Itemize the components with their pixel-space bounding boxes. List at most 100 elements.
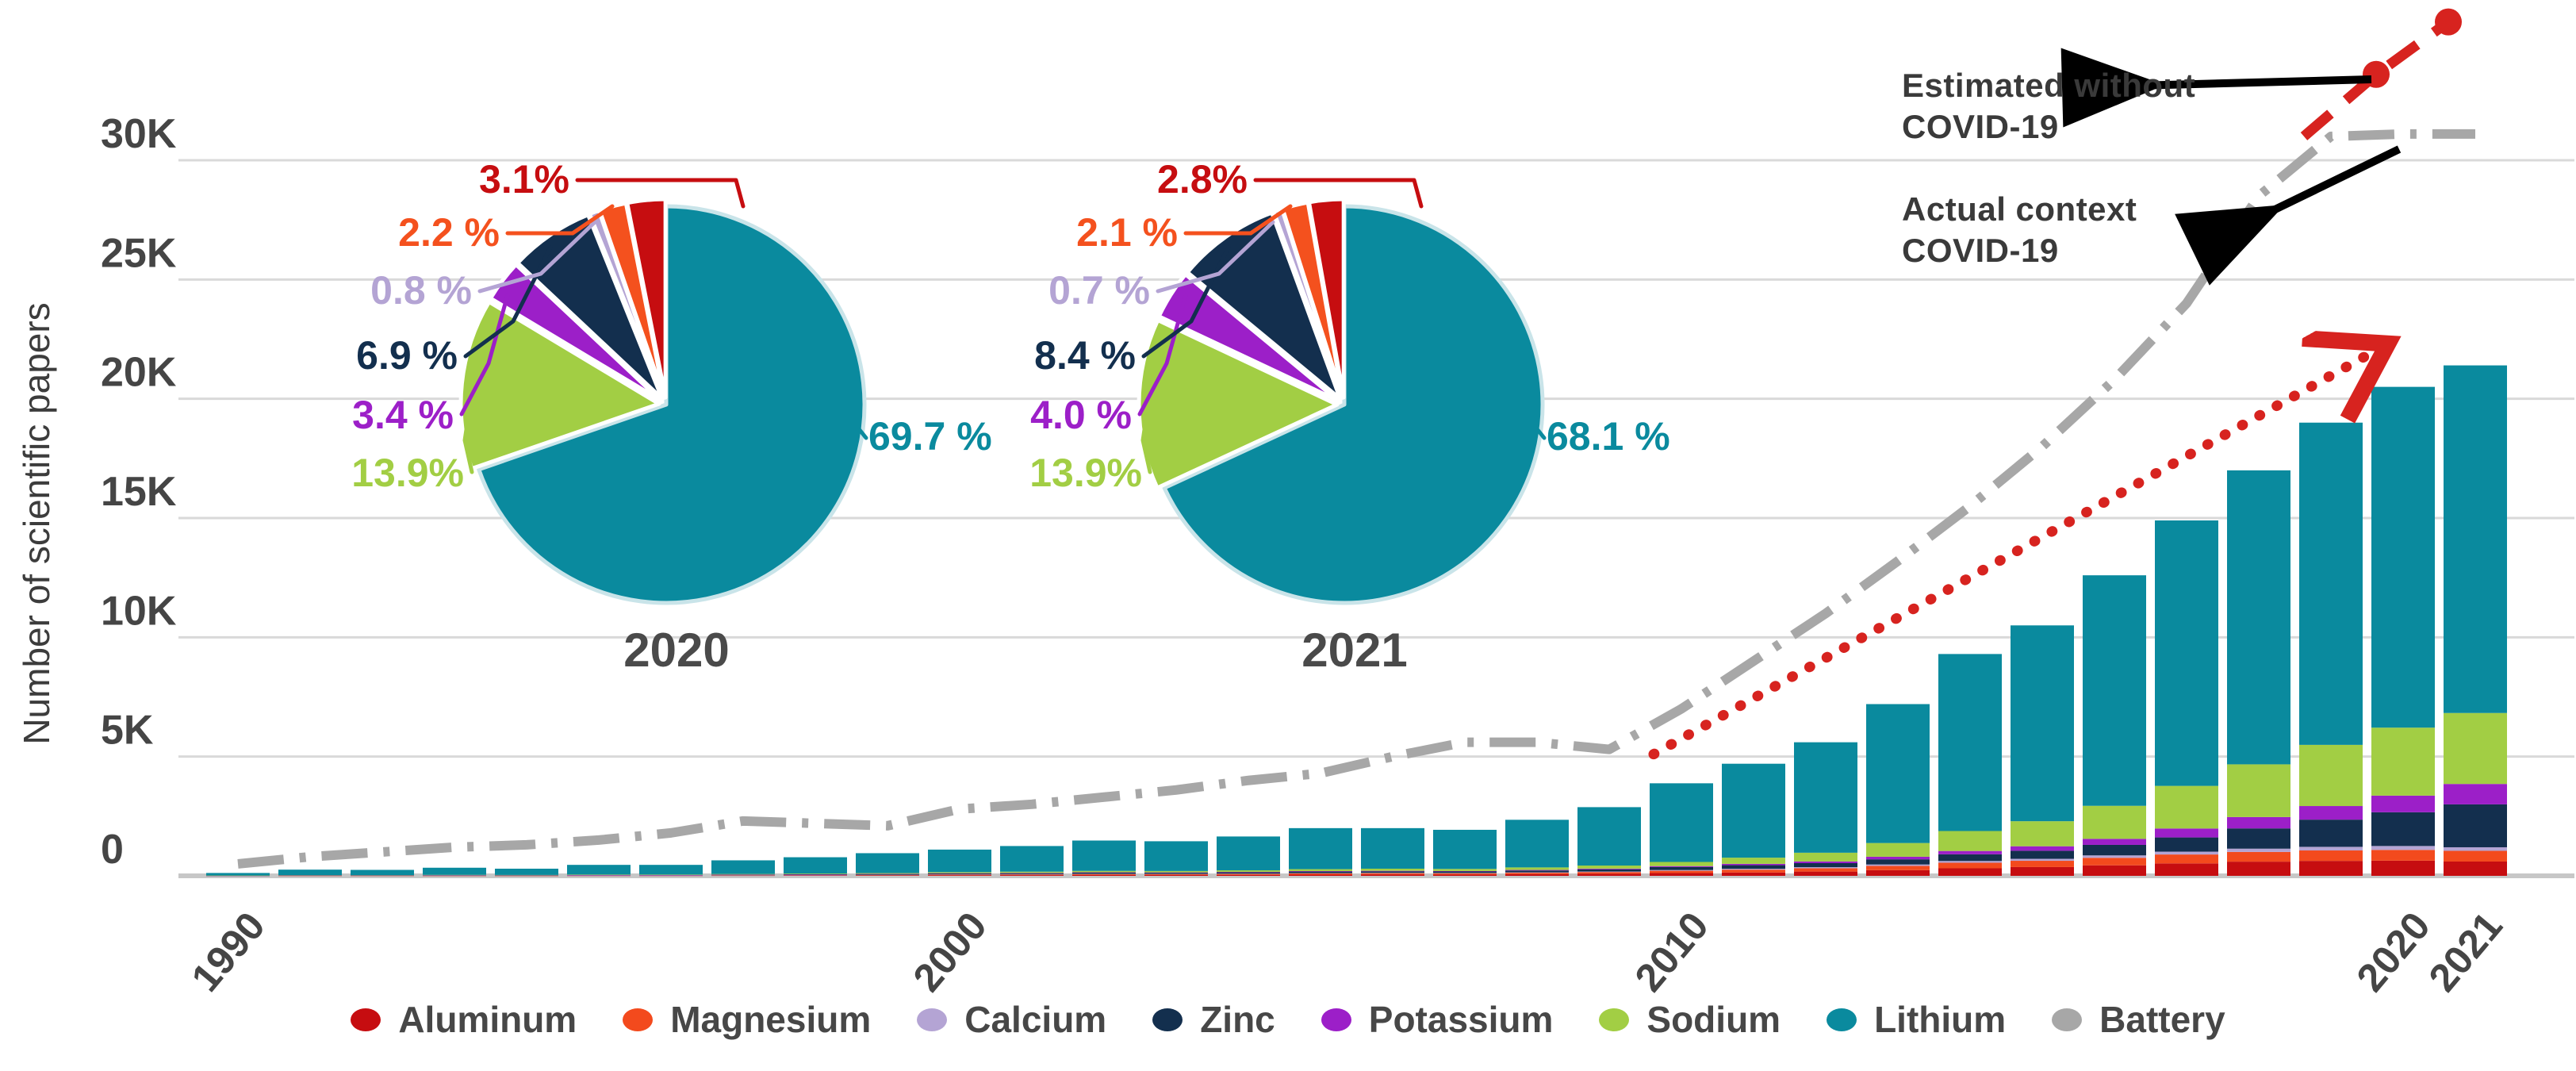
bar-segment-sodium-1993	[423, 874, 486, 876]
bar-segment-aluminum-1997	[711, 875, 775, 877]
bar-segment-zinc-2021	[2444, 804, 2507, 847]
bar-segment-lithium-2018	[2227, 470, 2290, 765]
bar-segment-magnesium-2002	[1072, 873, 1136, 875]
x-tick-2000: 2000	[904, 904, 995, 1000]
pie-leader-sodium-2021	[1140, 416, 1152, 474]
bar-segment-sodium-2004	[1217, 870, 1280, 873]
annotation-estimated-without-covid: Estimated without COVID-19	[1902, 65, 2195, 148]
pie-label-lithium-2021: 68.1 %	[1547, 414, 1670, 459]
annotation-estimated-line1: Estimated without	[1902, 67, 2196, 104]
bar-segment-potassium-1996	[639, 874, 703, 876]
legend-item-sodium: Sodium	[1599, 998, 1781, 1041]
x-tick-label-2021: 2021	[2420, 904, 2510, 1000]
bar-segment-calcium-2018	[2227, 848, 2290, 852]
bar-segment-sodium-2010	[1650, 862, 1713, 866]
arrow-to-estimated-line	[2060, 48, 2372, 128]
bar-segment-sodium-1998	[784, 873, 847, 874]
bar-segment-sodium-1991	[278, 875, 342, 876]
bar-segment-aluminum-1999	[856, 875, 919, 876]
bar-segment-zinc-2016	[2083, 844, 2146, 856]
bar-segment-lithium-2009	[1577, 807, 1641, 866]
bar-segment-magnesium-2003	[1144, 873, 1208, 875]
legend-dot-potassium	[1321, 1008, 1351, 1031]
bar-segment-magnesium-2000	[928, 874, 991, 876]
bar-segment-calcium-2001	[1000, 873, 1064, 875]
bar-segment-zinc-2004	[1217, 872, 1280, 874]
bar-segment-lithium-2014	[1938, 654, 2002, 831]
bar-segment-aluminum-2002	[1072, 874, 1136, 876]
estimated-line-dot-2020	[2363, 60, 2390, 88]
bar-segment-potassium-2007	[1433, 870, 1497, 872]
legend-dot-zinc	[1152, 1008, 1183, 1031]
bar-segment-magnesium-2017	[2155, 854, 2218, 864]
bar-segment-aluminum-2018	[2227, 862, 2290, 876]
bar-segment-magnesium-2006	[1361, 873, 1424, 875]
bar-segment-potassium-2015	[2011, 846, 2074, 851]
bar-segment-lithium-1997	[711, 860, 775, 874]
x-tick-2020: 2020	[2348, 904, 2438, 1000]
legend-label-magnesium: Magnesium	[670, 999, 872, 1040]
bar-segment-lithium-2013	[1866, 704, 1930, 843]
bar-segment-lithium-1999	[856, 853, 919, 873]
bar-segment-calcium-1995	[567, 875, 631, 876]
legend-dot-aluminum	[351, 1008, 381, 1031]
bar-segment-sodium-2008	[1505, 867, 1569, 870]
bar-segment-zinc-2019	[2299, 820, 2363, 847]
pie-leader-aluminum-2020	[575, 178, 746, 209]
bar-segment-zinc-2000	[928, 873, 991, 875]
pie-label-aluminum-2020: 3.1%	[479, 157, 569, 202]
bar-segment-aluminum-2008	[1505, 873, 1569, 876]
bar-segment-potassium-2010	[1650, 866, 1713, 867]
bar-segment-sodium-2020	[2371, 727, 2435, 796]
bar-segment-potassium-2008	[1505, 869, 1569, 871]
bar-segment-sodium-2007	[1433, 869, 1497, 871]
bar-segment-zinc-2018	[2227, 828, 2290, 849]
bar-segment-calcium-2016	[2083, 855, 2146, 858]
pie-label-potassium-2020: 3.4 %	[352, 393, 454, 437]
bar-segment-aluminum-1998	[784, 875, 847, 877]
pie-year-title-2021: 2021	[1301, 624, 1407, 677]
x-tick-label-2020: 2020	[2348, 904, 2438, 1000]
y-axis-title: Number of scientific papers	[16, 302, 57, 744]
bar-segment-calcium-1999	[856, 874, 919, 876]
battery-line	[237, 129, 2475, 869]
bar-segment-aluminum-2014	[1938, 868, 2002, 876]
estimated-line-dot-2021	[2435, 8, 2462, 36]
bar-segment-lithium-1998	[784, 857, 847, 874]
pie-leader-magnesium-2020	[505, 204, 615, 236]
pie-label-calcium-2020: 0.8 %	[370, 268, 472, 313]
bar-segment-magnesium-2018	[2227, 851, 2290, 862]
bar-segment-calcium-1996	[639, 875, 703, 876]
bar-segment-potassium-2020	[2371, 795, 2435, 812]
pie-slice-zinc-2021	[1185, 210, 1343, 401]
bar-segment-sodium-2016	[2083, 805, 2146, 839]
legend-item-lithium: Lithium	[1827, 998, 2006, 1041]
bar-segment-magnesium-2016	[2083, 858, 2146, 866]
pie-slice-potassium-2021	[1156, 272, 1340, 403]
annotation-actual-line1: Actual context	[1902, 190, 2137, 228]
annotation-estimated-line2: COVID-19	[1902, 108, 2059, 145]
bar-segment-potassium-1998	[784, 873, 847, 875]
legend-label-sodium: Sodium	[1646, 999, 1781, 1040]
bar-segment-potassium-2011	[1722, 863, 1785, 866]
bar-segment-calcium-2000	[928, 874, 991, 875]
x-tick-2010: 2010	[1626, 904, 1716, 1000]
annotation-actual-line2: COVID-19	[1902, 232, 2059, 269]
pie-slice-aluminum-2020	[625, 197, 668, 400]
bar-segment-lithium-2005	[1289, 827, 1352, 869]
bar-segment-lithium-2015	[2011, 625, 2074, 822]
bar-segment-lithium-2021	[2444, 365, 2507, 713]
legend-label-battery: Battery	[2099, 999, 2225, 1040]
bar-segment-lithium-2019	[2299, 422, 2363, 745]
legend-label-zinc: Zinc	[1200, 999, 1275, 1040]
bar-segment-magnesium-2008	[1505, 873, 1569, 874]
pie-leader-potassium-2021	[1137, 293, 1188, 416]
bar-segment-lithium-1994	[495, 868, 558, 875]
x-tick-label-2000: 2000	[904, 904, 995, 1000]
pie-leader-calcium-2021	[1156, 220, 1275, 294]
pie-label-zinc-2020: 6.9 %	[356, 333, 458, 378]
bar-segment-potassium-1993	[423, 875, 486, 876]
legend-label-aluminum: Aluminum	[398, 999, 577, 1040]
bar-segment-lithium-2002	[1072, 840, 1136, 871]
